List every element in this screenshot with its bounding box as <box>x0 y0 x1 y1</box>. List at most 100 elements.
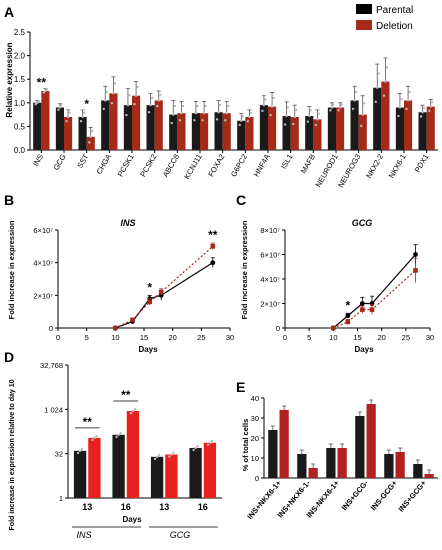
panel-a-dot <box>429 105 432 108</box>
panel-d-dot <box>78 449 82 453</box>
panel-a-bar-parental <box>418 112 427 150</box>
panel-d-dot <box>119 431 122 435</box>
panel-a-category-label: NKX2-2 <box>364 153 385 180</box>
panel-a-bar-deletion <box>132 95 141 150</box>
panel-a-dot <box>246 120 250 123</box>
panel-b-point-deletion <box>113 325 118 331</box>
panel-a-bar-deletion <box>426 106 435 150</box>
panel-b-xtick-label: 20 <box>168 333 176 342</box>
panel-c-xtick-label: 0 <box>283 333 287 342</box>
panel-label-e: E <box>236 379 245 395</box>
panel-d-dot <box>91 438 94 442</box>
panel-d-group-ins: INS <box>76 530 91 540</box>
panel-e-category-label: INS+GCG- <box>340 478 371 512</box>
panel-a-dot <box>240 119 243 122</box>
panel-a-dot <box>272 96 275 100</box>
panel-a-dot <box>110 102 114 105</box>
panel-d-category-label: 16 <box>198 502 208 512</box>
panel-b-significance: * <box>147 280 152 294</box>
panel-c-xtick-label: 15 <box>353 333 361 342</box>
panel-a-dot <box>306 120 309 123</box>
panel-d-dot <box>170 453 173 456</box>
panel-c-point-deletion <box>413 268 418 273</box>
panel-d-bar-parental <box>189 447 202 498</box>
panel-c-point-deletion <box>369 307 375 312</box>
panel-c-point-parental <box>359 301 365 306</box>
panel-b-chart: INS Days Fold increase in expression 0 2×… <box>7 218 234 354</box>
panel-a-dot <box>60 104 63 107</box>
panel-d-dot <box>117 433 120 436</box>
panel-c-xtick-label: 30 <box>426 333 434 342</box>
panel-a-category-label: ISL1 <box>279 153 295 171</box>
panel-a-dot <box>104 99 107 102</box>
panel-e-bar-deletion <box>308 468 318 478</box>
panel-label-b: B <box>4 192 14 208</box>
panel-a-bar-parental <box>123 105 132 150</box>
panel-a-dot <box>428 109 431 113</box>
panel-a-bar-deletion <box>336 107 345 150</box>
panel-a-dot <box>308 114 311 118</box>
panel-a-dot <box>36 101 39 105</box>
panel-a-dot <box>419 115 423 118</box>
panel-a-category-label: GCG <box>51 152 67 171</box>
panel-a-dot <box>422 106 426 110</box>
panel-a-bar-parental <box>237 120 246 150</box>
panel-b-xtick-label: 15 <box>140 333 148 342</box>
panel-a-dot <box>194 111 198 115</box>
panel-a-dot <box>133 103 136 106</box>
panel-a-dot <box>224 119 227 122</box>
panel-a-dot <box>340 103 343 106</box>
panel-a-category-label: NKX6-1 <box>387 153 408 180</box>
panel-a-dot <box>65 120 68 123</box>
panel-a-significance: ** <box>37 76 47 90</box>
panel-d-bar-deletion <box>126 410 140 498</box>
panel-a-dot <box>377 72 380 75</box>
panel-e-ytick-label: 40 <box>251 394 259 403</box>
panel-d-group-gcg: GCG <box>170 530 191 540</box>
panel-a-bar-parental <box>146 105 155 150</box>
panel-b-xtick-label: 10 <box>111 333 119 342</box>
panel-b-xtick-label: 30 <box>226 333 234 342</box>
panel-a-dot <box>89 135 92 138</box>
panel-e-bar-parental <box>326 448 336 478</box>
panel-a-bar-parental <box>395 107 404 150</box>
panel-b-point-deletion <box>147 299 153 305</box>
panel-a-dot <box>269 113 272 117</box>
panel-a-dot <box>353 99 356 102</box>
panel-a-bar-parental <box>55 107 64 150</box>
panel-a-dot <box>406 99 410 102</box>
panel-a-dot <box>136 86 139 89</box>
panel-c-significance: * <box>345 298 350 312</box>
panel-e-bar-parental <box>413 464 423 478</box>
panel-a-dot <box>58 106 62 109</box>
panel-a-dot <box>338 106 342 109</box>
panel-a-dot <box>309 109 312 112</box>
panel-a-bar-deletion <box>381 81 390 150</box>
panel-d-ytick-label: 1 024 <box>44 405 63 414</box>
panel-a-dot <box>295 108 298 112</box>
panel-a-dot <box>360 124 363 128</box>
panel-a-dot <box>354 90 358 94</box>
panel-d-dot <box>194 446 197 450</box>
panel-b-title: INS <box>120 218 135 228</box>
panel-a-dot <box>204 104 207 108</box>
panel-a-dot <box>286 106 290 109</box>
panel-b-ytick-label: 2×10⁷ <box>33 291 53 300</box>
panel-d-ytick-label: 32,768 <box>40 361 63 370</box>
panel-a-dot <box>225 111 228 115</box>
panel-a-dot <box>112 92 115 95</box>
panel-a-dot <box>385 66 389 69</box>
panel-c-point-parental <box>345 313 351 319</box>
panel-a-category-label: PCSK2 <box>138 153 158 179</box>
panel-e-bar-parental <box>297 454 307 478</box>
panel-a-dot <box>134 94 138 97</box>
panel-a-dot <box>45 88 49 91</box>
panel-a-category-label: ABCC8 <box>161 153 181 179</box>
panel-e-ytick-label: 0 <box>255 474 259 483</box>
panel-d-dot <box>153 457 157 461</box>
panel-e-ytick-label: 30 <box>251 414 259 423</box>
panel-a-bar-parental <box>214 112 223 150</box>
panel-a-bar-parental <box>350 100 359 150</box>
panel-e-bar-deletion <box>279 410 289 478</box>
panel-d-ytick-label: 32 <box>55 450 63 459</box>
